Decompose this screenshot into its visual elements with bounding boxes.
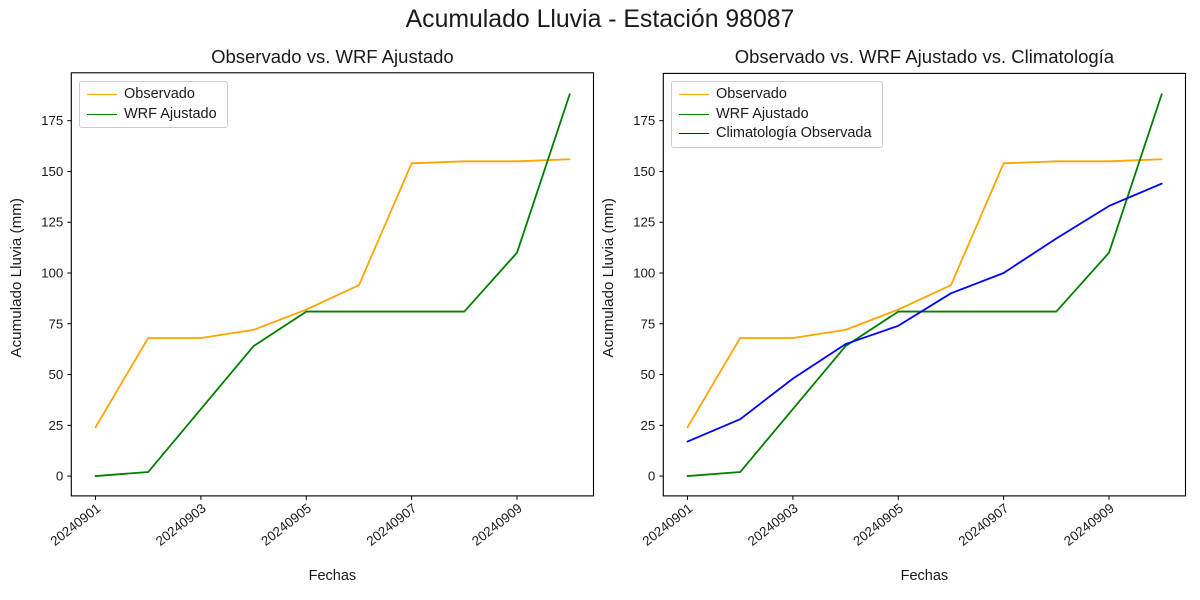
- svg-text:100: 100: [41, 265, 63, 280]
- svg-text:20240903: 20240903: [745, 500, 801, 548]
- svg-text:125: 125: [633, 215, 655, 230]
- svg-text:20240909: 20240909: [1061, 500, 1117, 548]
- svg-text:125: 125: [41, 215, 63, 230]
- svg-text:Acumulado Lluvia (mm): Acumulado Lluvia (mm): [600, 198, 617, 358]
- svg-text:0: 0: [648, 469, 655, 484]
- svg-text:150: 150: [41, 164, 63, 179]
- svg-text:20240903: 20240903: [153, 500, 209, 548]
- svg-text:Fechas: Fechas: [901, 568, 949, 584]
- svg-text:Observado vs. WRF Ajustado: Observado vs. WRF Ajustado: [211, 46, 454, 67]
- svg-text:175: 175: [633, 113, 655, 128]
- svg-text:175: 175: [41, 113, 63, 128]
- svg-text:Observado vs. WRF Ajustado vs.: Observado vs. WRF Ajustado vs. Climatolo…: [735, 46, 1115, 67]
- svg-text:20240901: 20240901: [639, 500, 695, 548]
- svg-text:50: 50: [641, 367, 656, 382]
- svg-text:Fechas: Fechas: [309, 568, 357, 584]
- svg-text:75: 75: [641, 316, 656, 331]
- svg-text:25: 25: [49, 418, 64, 433]
- svg-text:20240901: 20240901: [47, 500, 103, 548]
- svg-text:150: 150: [633, 164, 655, 179]
- svg-text:Acumulado Lluvia (mm): Acumulado Lluvia (mm): [8, 198, 25, 358]
- svg-text:20240909: 20240909: [469, 500, 525, 548]
- svg-text:75: 75: [49, 316, 64, 331]
- svg-text:25: 25: [641, 418, 656, 433]
- svg-text:20240905: 20240905: [850, 500, 906, 548]
- svg-text:20240907: 20240907: [956, 500, 1012, 548]
- svg-text:50: 50: [49, 367, 64, 382]
- svg-text:0: 0: [56, 469, 63, 484]
- svg-text:20240905: 20240905: [258, 500, 314, 548]
- svg-text:100: 100: [633, 265, 655, 280]
- svg-text:20240907: 20240907: [364, 500, 420, 548]
